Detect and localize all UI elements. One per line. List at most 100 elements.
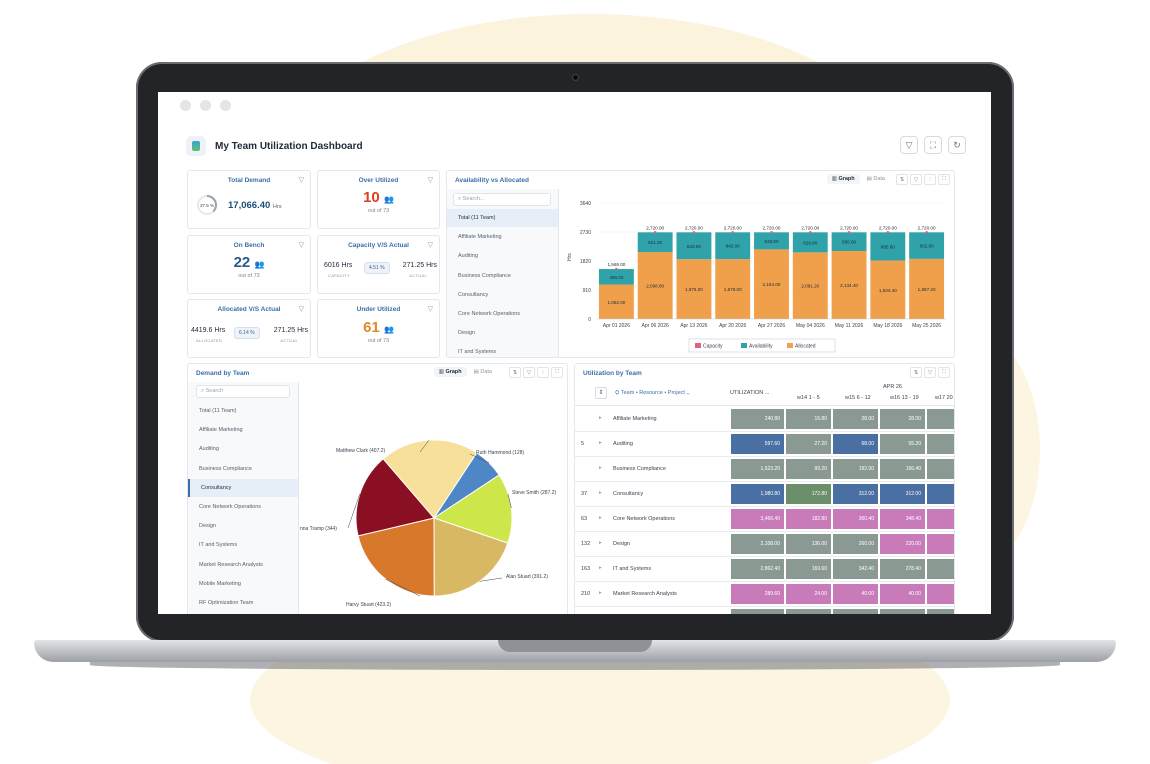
util-cell[interactable]: 108.00 <box>832 608 879 614</box>
util-cell[interactable]: 278.40 <box>879 558 926 580</box>
table-row[interactable]: 210 ▸ Market Research Analysts 289.60 24.00 4… <box>575 582 954 607</box>
util-cell[interactable] <box>926 583 954 605</box>
expand-row-icon[interactable]: ▸ <box>599 490 602 496</box>
util-cell[interactable] <box>926 558 954 580</box>
kpi-allocated-vs-actual[interactable]: Allocated V/S Actual ▽ 4419.6 Hrs ALLOCA… <box>187 299 311 358</box>
list-item[interactable]: Design <box>199 523 217 530</box>
list-item[interactable]: IT and Systems <box>458 349 497 356</box>
table-row[interactable]: ▸ Business Compliance 1,623.20 99.20 192.00 1… <box>575 457 954 482</box>
tab-data[interactable]: ▤ Data <box>866 176 885 182</box>
util-cell[interactable]: 220.00 <box>879 533 926 555</box>
util-cell[interactable]: 169.60 <box>785 558 832 580</box>
util-cell[interactable]: 360.40 <box>832 508 879 530</box>
table-row[interactable]: ▸788.0068.80108.00108.00 <box>575 607 954 614</box>
filter-icon[interactable]: ▽ <box>523 367 535 378</box>
list-item[interactable]: Total (11 Team) <box>199 408 237 414</box>
expand-icon[interactable]: ⛶ <box>551 367 563 378</box>
kpi-over-utilized[interactable]: Over Utilized ▽ 10 👥 out of 73 <box>317 170 440 229</box>
util-cell[interactable]: 788.00 <box>730 608 785 614</box>
kpi-total-demand[interactable]: Total Demand ▽ 37.5 % 17,066.40 Hrs <box>187 170 311 229</box>
window-dot[interactable] <box>220 100 231 111</box>
expand-row-icon[interactable]: ▸ <box>599 540 602 546</box>
filter-icon[interactable]: ▽ <box>298 177 304 184</box>
util-cell[interactable]: 289.60 <box>730 583 785 605</box>
expand-row-icon[interactable]: ▸ <box>599 515 602 521</box>
util-cell[interactable]: 28.00 <box>832 408 879 430</box>
util-cell[interactable]: 2,862.40 <box>730 558 785 580</box>
expand-row-icon[interactable]: ▸ <box>599 415 602 421</box>
util-cell[interactable]: 1,980.80 <box>730 483 785 505</box>
kpi-capacity-vs-actual[interactable]: Capacity V/S Actual ▽ 6016 Hrs CAPACITY … <box>317 235 440 294</box>
table-row[interactable]: 132 ▸ Design 2,108.00 136.00 260.00 220.00 <box>575 532 954 557</box>
expand-row-icon[interactable]: ▸ <box>599 465 602 471</box>
util-cell[interactable] <box>926 533 954 555</box>
util-cell[interactable]: 40.00 <box>879 583 926 605</box>
list-item[interactable]: Consultancy <box>458 291 489 298</box>
util-cell[interactable]: 342.40 <box>832 558 879 580</box>
search-input[interactable]: ⌕ Search <box>196 385 290 398</box>
window-dot[interactable] <box>200 100 211 111</box>
tab-graph[interactable]: ▥ Graph <box>826 174 860 184</box>
list-item[interactable]: Auditing <box>199 446 219 453</box>
util-cell[interactable]: 172.80 <box>785 483 832 505</box>
week-header[interactable]: w14 1 - 5 <box>797 395 820 401</box>
list-item[interactable]: Design <box>458 330 476 337</box>
util-cell[interactable]: 55.20 <box>879 433 926 455</box>
tab-data[interactable]: ▤ Data <box>473 369 492 375</box>
list-item[interactable]: Consultancy <box>188 478 298 497</box>
util-cell[interactable] <box>926 608 954 614</box>
more-icon[interactable]: ⋮ <box>924 174 936 185</box>
search-input[interactable]: ⌕ Search... <box>453 193 551 206</box>
util-cell[interactable]: 260.00 <box>832 533 879 555</box>
table-row[interactable]: 63 ▸ Core Network Operations 3,466.40 182.80… <box>575 507 954 532</box>
util-cell[interactable] <box>926 508 954 530</box>
table-row[interactable]: 5 ▸ Auditing 597.60 27.20 68.00 55.20 <box>575 432 954 457</box>
list-item[interactable]: Affiliate Marketing <box>458 234 502 241</box>
list-item[interactable]: Auditing <box>458 253 478 260</box>
list-item[interactable]: RF Optimization Team <box>199 600 254 606</box>
table-row[interactable]: 37 ▸ Consultancy 1,980.80 172.80 312.00 312.00 <box>575 482 954 507</box>
list-item[interactable]: Mobile Marketing <box>199 580 241 587</box>
filter-icon[interactable]: ▽ <box>427 242 433 249</box>
util-cell[interactable]: 348.40 <box>879 508 926 530</box>
filter-icon[interactable]: ▽ <box>427 177 433 184</box>
filter-icon[interactable]: ▽ <box>427 306 433 313</box>
week-header[interactable]: w15 6 - 12 <box>845 395 871 401</box>
util-cell[interactable]: 182.80 <box>785 508 832 530</box>
week-header[interactable]: w17 20 <box>935 395 953 401</box>
list-item[interactable]: Business Compliance <box>458 272 511 279</box>
kpi-on-bench[interactable]: On Bench ▽ 22 👥 out of 73 <box>187 235 311 294</box>
window-dot[interactable] <box>180 100 191 111</box>
expand-icon[interactable]: ⛶ <box>938 174 950 185</box>
more-icon[interactable]: ⋮ <box>537 367 549 378</box>
util-cell[interactable]: 136.00 <box>785 533 832 555</box>
sort-toggle-icon[interactable]: ⇕ <box>595 387 607 399</box>
util-cell[interactable] <box>926 408 954 430</box>
list-item[interactable]: Business Compliance <box>199 465 252 472</box>
filter-icon[interactable]: ▽ <box>900 136 918 154</box>
util-cell[interactable]: 99.20 <box>785 458 832 480</box>
util-cell[interactable]: 312.00 <box>879 483 926 505</box>
util-cell[interactable]: 108.00 <box>879 608 926 614</box>
expand-row-icon[interactable]: ▸ <box>599 565 602 571</box>
tab-graph[interactable]: ▥ Graph <box>433 367 467 377</box>
filter-icon[interactable]: ▽ <box>298 306 304 313</box>
util-cell[interactable]: 24.00 <box>785 583 832 605</box>
util-cell[interactable]: 2,108.00 <box>730 533 785 555</box>
expand-row-icon[interactable]: ▸ <box>599 590 602 596</box>
sort-icon[interactable]: ⇅ <box>509 367 521 378</box>
sort-icon[interactable]: ⇅ <box>896 174 908 185</box>
util-cell[interactable]: 68.00 <box>832 433 879 455</box>
util-cell[interactable]: 240.80 <box>730 408 785 430</box>
util-cell[interactable]: 40.00 <box>832 583 879 605</box>
util-column-header[interactable]: UTILIZATION ... <box>730 390 770 396</box>
util-cell[interactable]: 27.20 <box>785 433 832 455</box>
util-cell[interactable]: 1,623.20 <box>730 458 785 480</box>
group-selector[interactable]: ⛭ Team • Resource • Project ⌄ <box>615 390 690 396</box>
expand-icon[interactable]: ⛶ <box>938 367 950 378</box>
list-item[interactable]: IT and Systems <box>199 542 238 549</box>
util-cell[interactable]: 192.00 <box>832 458 879 480</box>
util-cell[interactable]: 166.40 <box>879 458 926 480</box>
util-cell[interactable]: 312.00 <box>832 483 879 505</box>
util-cell[interactable] <box>926 458 954 480</box>
